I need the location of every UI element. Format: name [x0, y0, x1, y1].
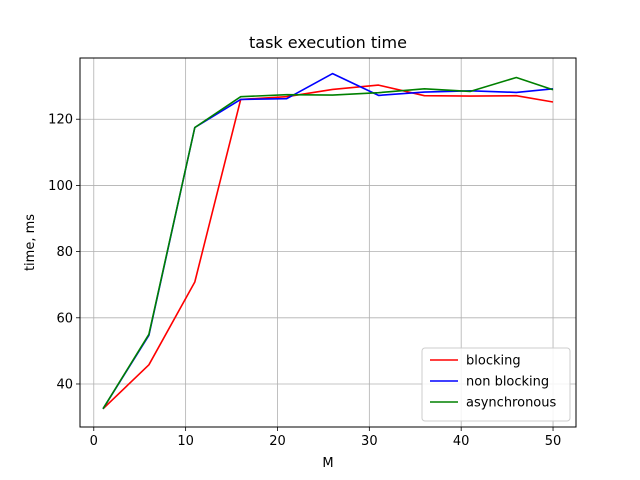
- x-tick-label: 40: [453, 434, 470, 449]
- x-tick-label: 50: [545, 434, 562, 449]
- legend-label-blocking: blocking: [466, 354, 521, 369]
- series-line-blocking: [102, 84, 554, 410]
- x-tick-label: 30: [361, 434, 378, 449]
- legend-box: [421, 347, 571, 422]
- x-tick-label: 0: [90, 434, 98, 449]
- series-lines: [102, 72, 554, 410]
- y-tick-label: 100: [48, 179, 73, 194]
- y-axis-label: time, ms: [23, 214, 38, 271]
- plot-frame: [79, 57, 577, 428]
- grid: [80, 58, 576, 427]
- legend-label-non-blocking: non blocking: [466, 375, 549, 390]
- legend: blocking non blocking asynchronous: [421, 347, 571, 422]
- y-tick-label: 60: [56, 311, 73, 326]
- chart-title: task execution time: [249, 33, 407, 52]
- legend-label-asynchronous: asynchronous: [466, 396, 557, 411]
- x-tick-label: 10: [177, 434, 194, 449]
- x-axis-label: M: [322, 456, 333, 471]
- x-tick-label: 20: [269, 434, 286, 449]
- y-tick-label: 40: [56, 377, 73, 392]
- series-line-asynchronous: [102, 76, 554, 410]
- y-tick-label: 80: [56, 245, 73, 260]
- y-tick-label: 120: [48, 113, 73, 128]
- axis-ticks: 0 10 20 30 40 50 40 60 80 100 120: [48, 113, 561, 449]
